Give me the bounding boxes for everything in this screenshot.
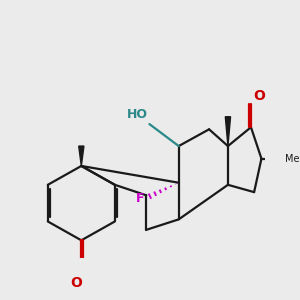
Text: O: O <box>254 89 266 103</box>
Polygon shape <box>79 146 84 166</box>
Text: Me: Me <box>285 154 299 164</box>
Text: O: O <box>70 276 82 290</box>
Polygon shape <box>225 117 231 146</box>
Text: HO: HO <box>127 108 148 122</box>
Text: F: F <box>136 192 145 205</box>
